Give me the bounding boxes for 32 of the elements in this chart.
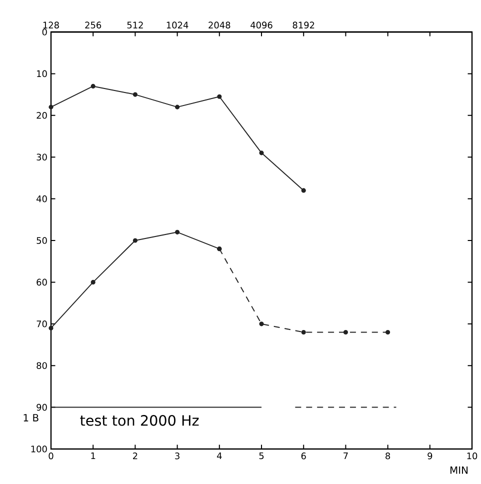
annotation: test ton 2000 Hz [80,415,199,426]
x-tick-label: 10 [467,452,478,460]
y-tick-label: 0 [42,28,47,36]
x-axis-title: MIN [450,466,468,474]
x2-tick-label: 256 [85,22,102,28]
x-tick-label: 9 [428,452,432,460]
y-tick-label: 20 [36,112,47,119]
y-tick-label: 30 [36,154,47,160]
x-tick-label: 3 [175,452,180,460]
x-tick-label: 2 [133,452,138,460]
y-tick-label: 70 [36,320,47,328]
x-tick-label: 4 [216,452,222,460]
text: 1 B [24,414,38,422]
x2-tick-label: 2048 [208,22,230,28]
x2-tick-label: 1024 [166,22,188,28]
y-tick-label: 80 [36,362,47,369]
x-tick-label: 6 [301,452,306,460]
x-tick-label: 0 [48,452,54,460]
y-tick-label: 90 [36,404,47,411]
y-tick-label: 10 [37,70,47,78]
x-tick-label: 7 [344,452,348,460]
x-tick-label: 8 [386,452,390,460]
y-tick-label: 100 [31,446,47,452]
x2-tick-label: 4096 [250,22,272,28]
x-tick-label: 5 [259,452,264,460]
x-tick-label: 1 [91,452,96,460]
y-tick-label: 50 [36,237,47,244]
y-tick-label: 60 [36,278,47,286]
x2-tick-label: 8192 [292,22,314,28]
y-tick-label: 40 [36,195,47,202]
x2-tick-label: 512 [127,22,143,28]
x2-tick-label: 128 [43,22,59,28]
